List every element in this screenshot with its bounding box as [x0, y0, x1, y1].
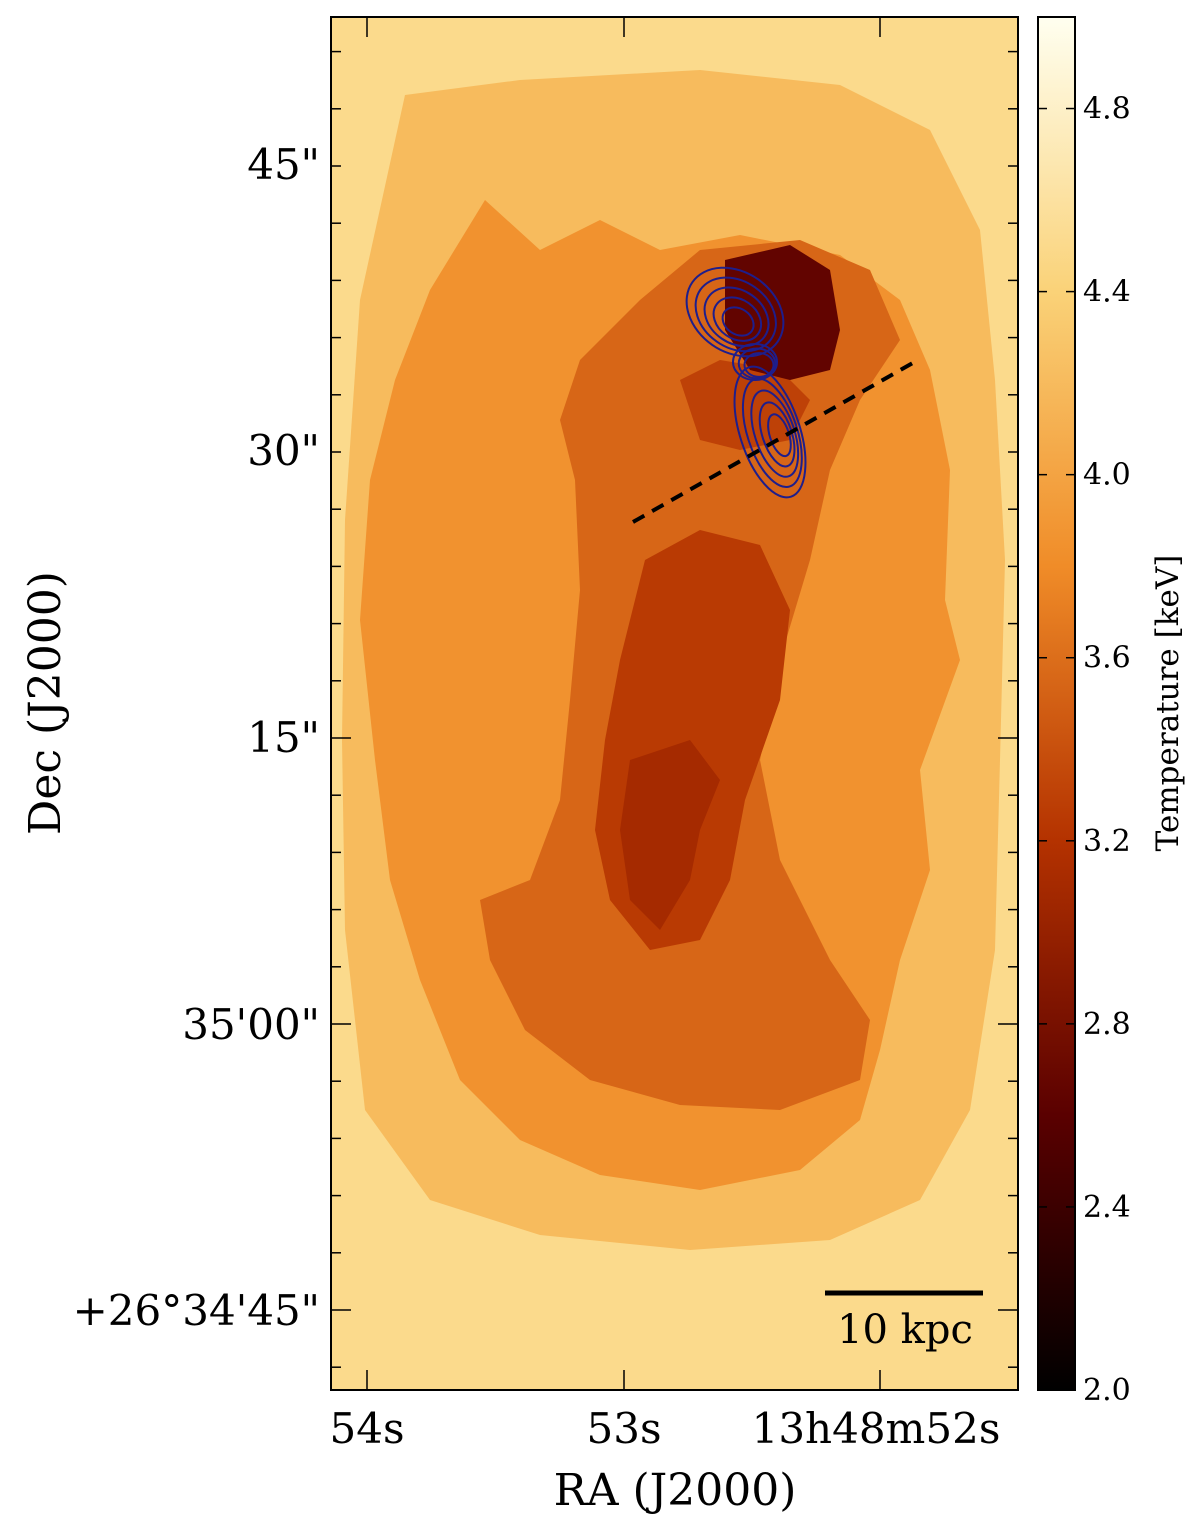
- radio-contour: [750, 389, 800, 478]
- colorbar-tick-label: 4.8: [1083, 92, 1131, 127]
- colorbar-tick-label: 2.4: [1083, 1190, 1131, 1225]
- radio-contour: [685, 266, 785, 358]
- radio-contour: [694, 276, 777, 353]
- radio-contour: [712, 296, 763, 342]
- y-tick-label: 45": [247, 140, 320, 189]
- temperature-heatmap: [331, 17, 1018, 1390]
- colorbar-title: Temperature [keV]: [1150, 555, 1186, 852]
- x-axis-tick-labels: 54s 53s 13h48m52s: [330, 1404, 1001, 1453]
- y-tick-label: +26°34'45": [73, 1286, 320, 1335]
- colorbar-tick-label: 2.0: [1083, 1373, 1131, 1408]
- map-frame: [330, 16, 1019, 1391]
- x-axis-title: RA (J2000): [554, 1465, 797, 1516]
- radio-contour: [703, 286, 770, 347]
- radio-contour: [743, 352, 775, 378]
- colorbar-tick-label: 4.4: [1083, 275, 1131, 310]
- y-axis-ticks: [331, 50, 1018, 1368]
- colorbar-tick-label: 2.8: [1083, 1007, 1131, 1042]
- y-axis-tick-labels: +26°34'45" 35'00" 15" 30" 45": [73, 140, 320, 1335]
- radio-contours: [685, 266, 807, 499]
- radio-contour: [721, 306, 755, 337]
- x-tick-label: 54s: [330, 1404, 405, 1453]
- radio-contour: [733, 365, 807, 499]
- colorbar-tick-label: 3.6: [1083, 641, 1131, 676]
- x-tick-label: 53s: [587, 1404, 662, 1453]
- y-tick-label: 35'00": [182, 1000, 320, 1049]
- colorbar-tick-labels: 2.0 2.4 2.8 3.2 3.6 4.0 4.4 4.8: [1083, 92, 1131, 1408]
- radio-contour: [737, 347, 777, 380]
- radio-contour: [732, 343, 778, 381]
- dashed-line: [632, 358, 919, 524]
- colorbar-ticks: [1038, 107, 1075, 1391]
- colorbar-tick-label: 4.0: [1083, 458, 1131, 493]
- y-tick-label: 15": [247, 713, 320, 762]
- colorbar: 2.0 2.4 2.8 3.2 3.6 4.0 4.4 4.8 Temperature [ke…: [1037, 16, 1186, 1408]
- scale-bar-label: 10 kpc: [837, 1307, 973, 1353]
- x-tick-label: 13h48m52s: [752, 1404, 1001, 1453]
- y-tick-label: 30": [247, 426, 320, 475]
- colorbar-tick-label: 3.2: [1083, 824, 1131, 859]
- x-axis-ticks: [366, 17, 881, 1390]
- colorbar-gradient: [1037, 16, 1076, 1391]
- y-axis-title: Dec (J2000): [20, 571, 71, 835]
- region-filament-knots: [620, 740, 720, 930]
